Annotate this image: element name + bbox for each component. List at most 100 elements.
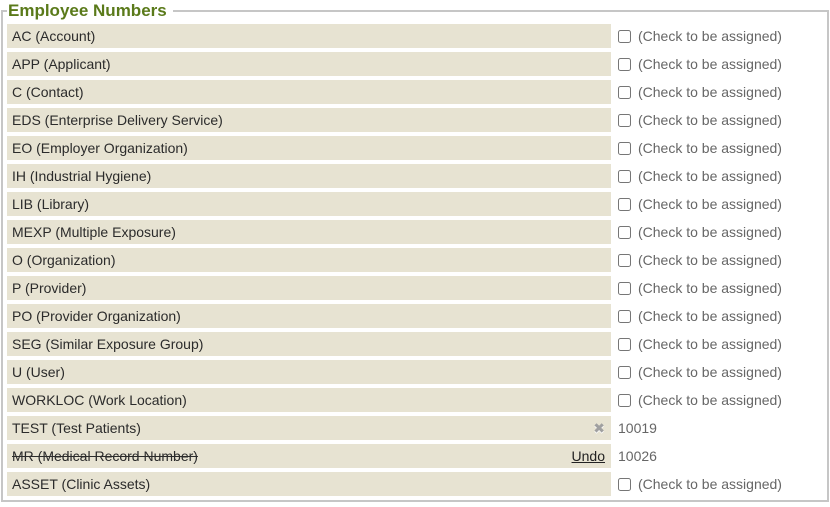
row-label-cell: U (User) [7, 360, 611, 384]
assign-hint: (Check to be assigned) [638, 308, 782, 324]
assign-checkbox[interactable] [618, 197, 631, 211]
row-label: EDS (Enterprise Delivery Service) [12, 112, 223, 128]
row-label: SEG (Similar Exposure Group) [12, 336, 204, 352]
assign-hint: (Check to be assigned) [638, 168, 782, 184]
assign-checkbox[interactable] [618, 29, 631, 43]
table-row: LIB (Library) (Check to be assigned) [7, 192, 823, 216]
row-label-cell: PO (Provider Organization) [7, 304, 611, 328]
table-row: U (User) (Check to be assigned) [7, 360, 823, 384]
assign-checkbox[interactable] [618, 253, 631, 267]
assigned-number: 10019 [618, 420, 657, 436]
table-row: TEST (Test Patients) ✖ 10019 [7, 416, 823, 440]
row-actions: ✖ [593, 421, 605, 435]
row-right-cell: 10026 [618, 448, 823, 464]
row-right-cell: (Check to be assigned) [618, 56, 823, 72]
row-label-cell: LIB (Library) [7, 192, 611, 216]
assign-checkbox[interactable] [618, 113, 631, 127]
row-label: C (Contact) [12, 84, 84, 100]
employee-number-rows: AC (Account) (Check to be assigned) APP … [7, 24, 823, 496]
row-right-cell: (Check to be assigned) [618, 140, 823, 156]
table-row: P (Provider) (Check to be assigned) [7, 276, 823, 300]
assign-hint: (Check to be assigned) [638, 112, 782, 128]
assign-hint: (Check to be assigned) [638, 196, 782, 212]
assigned-number: 10026 [618, 448, 657, 464]
row-label: WORKLOC (Work Location) [12, 392, 187, 408]
assign-hint: (Check to be assigned) [638, 280, 782, 296]
undo-link[interactable]: Undo [571, 448, 605, 464]
table-row: WORKLOC (Work Location) (Check to be ass… [7, 388, 823, 412]
assign-checkbox[interactable] [618, 309, 631, 323]
row-right-cell: (Check to be assigned) [618, 28, 823, 44]
row-right-cell: (Check to be assigned) [618, 308, 823, 324]
table-row: SEG (Similar Exposure Group) (Check to b… [7, 332, 823, 356]
table-row: ASSET (Clinic Assets) (Check to be assig… [7, 472, 823, 496]
row-label: EO (Employer Organization) [12, 140, 188, 156]
row-label-cell: AC (Account) [7, 24, 611, 48]
row-label-cell: O (Organization) [7, 248, 611, 272]
row-label: MEXP (Multiple Exposure) [12, 224, 176, 240]
row-label-cell: IH (Industrial Hygiene) [7, 164, 611, 188]
assign-hint: (Check to be assigned) [638, 392, 782, 408]
row-right-cell: (Check to be assigned) [618, 196, 823, 212]
assign-hint: (Check to be assigned) [638, 364, 782, 380]
assign-hint: (Check to be assigned) [638, 28, 782, 44]
row-right-cell: (Check to be assigned) [618, 364, 823, 380]
table-row: PO (Provider Organization) (Check to be … [7, 304, 823, 328]
assign-hint: (Check to be assigned) [638, 476, 782, 492]
row-right-cell: (Check to be assigned) [618, 168, 823, 184]
table-row: MR (Medical Record Number) Undo 10026 [7, 444, 823, 468]
row-label-cell: WORKLOC (Work Location) [7, 388, 611, 412]
row-label: PO (Provider Organization) [12, 308, 181, 324]
table-row: IH (Industrial Hygiene) (Check to be ass… [7, 164, 823, 188]
row-right-cell: (Check to be assigned) [618, 112, 823, 128]
row-label-cell: ASSET (Clinic Assets) [7, 472, 611, 496]
table-row: O (Organization) (Check to be assigned) [7, 248, 823, 272]
assign-checkbox[interactable] [618, 365, 631, 379]
assign-checkbox[interactable] [618, 141, 631, 155]
row-right-cell: (Check to be assigned) [618, 280, 823, 296]
assign-checkbox[interactable] [618, 393, 631, 407]
row-right-cell: (Check to be assigned) [618, 392, 823, 408]
row-right-cell: 10019 [618, 420, 823, 436]
assign-hint: (Check to be assigned) [638, 84, 782, 100]
row-label-cell: EO (Employer Organization) [7, 136, 611, 160]
row-right-cell: (Check to be assigned) [618, 224, 823, 240]
row-right-cell: (Check to be assigned) [618, 336, 823, 352]
row-actions: Undo [572, 448, 605, 464]
row-label-cell: MR (Medical Record Number) Undo [7, 444, 611, 468]
row-right-cell: (Check to be assigned) [618, 252, 823, 268]
row-label: LIB (Library) [12, 196, 90, 212]
table-row: AC (Account) (Check to be assigned) [7, 24, 823, 48]
assign-checkbox[interactable] [618, 225, 631, 239]
row-label-cell: TEST (Test Patients) ✖ [7, 416, 611, 440]
assign-hint: (Check to be assigned) [638, 336, 782, 352]
row-label: P (Provider) [12, 280, 87, 296]
row-label: O (Organization) [12, 252, 116, 268]
remove-x-icon[interactable]: ✖ [593, 420, 605, 436]
row-label-cell: MEXP (Multiple Exposure) [7, 220, 611, 244]
row-label: TEST (Test Patients) [12, 420, 141, 436]
assign-hint: (Check to be assigned) [638, 56, 782, 72]
row-label-cell: P (Provider) [7, 276, 611, 300]
assign-hint: (Check to be assigned) [638, 224, 782, 240]
assign-hint: (Check to be assigned) [638, 252, 782, 268]
assign-checkbox[interactable] [618, 169, 631, 183]
assign-checkbox[interactable] [618, 281, 631, 295]
assign-checkbox[interactable] [618, 477, 631, 491]
assign-checkbox[interactable] [618, 57, 631, 71]
assign-hint: (Check to be assigned) [638, 140, 782, 156]
table-row: APP (Applicant) (Check to be assigned) [7, 52, 823, 76]
table-row: MEXP (Multiple Exposure) (Check to be as… [7, 220, 823, 244]
row-label-cell: C (Contact) [7, 80, 611, 104]
row-label-cell: EDS (Enterprise Delivery Service) [7, 108, 611, 132]
row-label: MR (Medical Record Number) [12, 448, 198, 464]
section-title: Employee Numbers [8, 1, 167, 20]
assign-checkbox[interactable] [618, 337, 631, 351]
row-label-cell: APP (Applicant) [7, 52, 611, 76]
row-label: ASSET (Clinic Assets) [12, 476, 151, 492]
row-label: APP (Applicant) [12, 56, 111, 72]
row-label-cell: SEG (Similar Exposure Group) [7, 332, 611, 356]
assign-checkbox[interactable] [618, 85, 631, 99]
row-label: U (User) [12, 364, 65, 380]
